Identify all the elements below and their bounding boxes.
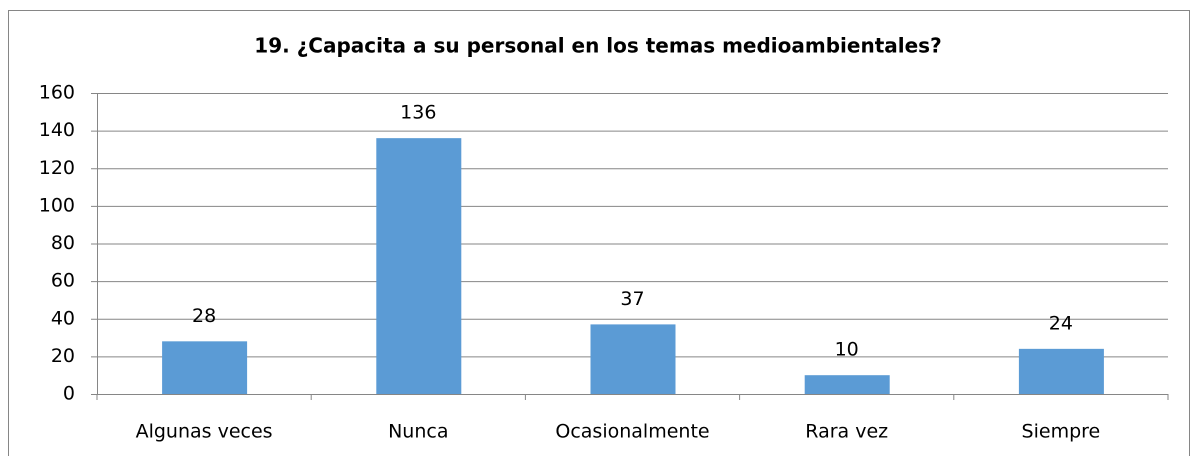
data-label: 37	[620, 288, 644, 310]
data-label: 136	[400, 102, 436, 124]
y-tick-label: 60	[51, 270, 75, 292]
y-tick-label: 100	[39, 194, 75, 216]
y-tick-label: 140	[39, 119, 75, 141]
bar	[590, 324, 676, 394]
y-tick-label: 160	[39, 82, 75, 104]
bar	[162, 341, 248, 394]
x-tick-label: Rara vez	[805, 421, 888, 443]
y-tick-label: 0	[63, 383, 75, 405]
data-label: 28	[192, 305, 216, 327]
chart-title: 19. ¿Capacita a su personal en los temas…	[254, 34, 941, 58]
data-label: 10	[835, 339, 859, 361]
y-tick-label: 120	[39, 157, 75, 179]
bar	[376, 138, 462, 394]
x-tick-label: Ocasionalmente	[555, 421, 709, 443]
y-tick-label: 20	[51, 345, 75, 367]
x-tick-label: Siempre	[1022, 421, 1101, 443]
x-tick-label: Nunca	[388, 421, 448, 443]
data-label: 24	[1049, 312, 1073, 334]
bar	[1018, 348, 1104, 394]
y-tick-label: 80	[51, 232, 75, 254]
x-tick-label: Algunas veces	[136, 421, 273, 443]
y-tick-label: 40	[51, 307, 75, 329]
bar	[804, 375, 890, 394]
